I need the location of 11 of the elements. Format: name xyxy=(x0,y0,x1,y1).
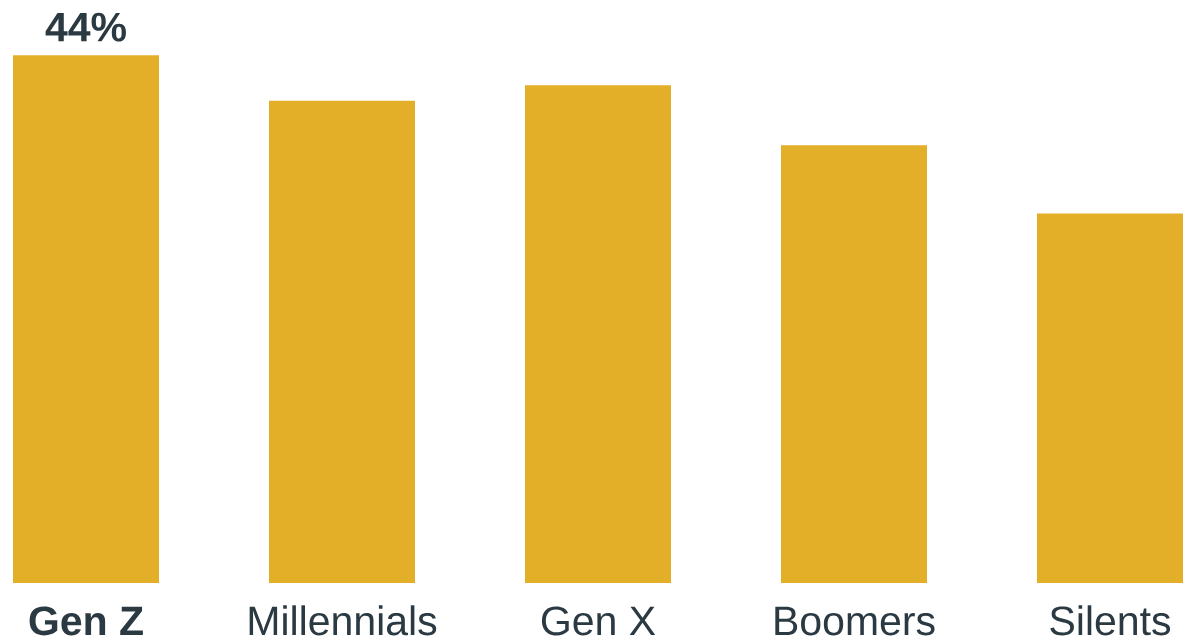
x-tick-label: Gen Z xyxy=(29,606,143,636)
bar xyxy=(269,100,415,583)
x-tick-label: Silents xyxy=(1050,605,1171,636)
bar xyxy=(781,145,928,583)
x-tick-label: Gen X xyxy=(541,606,656,636)
bar xyxy=(13,55,159,583)
x-tick-label: Millennials xyxy=(249,605,437,636)
bar xyxy=(525,85,671,583)
x-tick-label: Boomers xyxy=(775,606,935,636)
bar xyxy=(1037,213,1184,583)
data-label: 44% xyxy=(45,12,126,42)
